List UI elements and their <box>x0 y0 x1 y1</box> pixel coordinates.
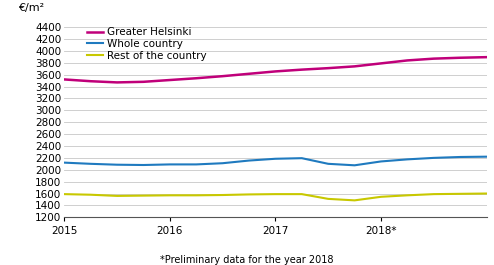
Rest of the country <box>220 193 226 197</box>
Rest of the country <box>193 194 199 197</box>
Rest of the country <box>61 193 67 196</box>
Rest of the country <box>457 192 463 195</box>
Greater Helsinki <box>405 59 411 62</box>
Greater Helsinki <box>61 78 67 81</box>
Rest of the country <box>431 193 437 196</box>
Greater Helsinki <box>193 77 199 80</box>
Text: *Preliminary data for the year 2018: *Preliminary data for the year 2018 <box>160 255 334 265</box>
Rest of the country <box>484 192 490 195</box>
Legend: Greater Helsinki, Whole country, Rest of the country: Greater Helsinki, Whole country, Rest of… <box>86 26 208 62</box>
Whole country <box>167 163 173 166</box>
Whole country <box>457 155 463 158</box>
Whole country <box>140 164 146 167</box>
Rest of the country <box>299 193 305 196</box>
Rest of the country <box>114 194 120 197</box>
Rest of the country <box>167 194 173 197</box>
Rest of the country <box>273 193 279 196</box>
Whole country <box>484 155 490 158</box>
Whole country <box>87 162 93 165</box>
Whole country <box>193 163 199 166</box>
Whole country <box>299 157 305 160</box>
Greater Helsinki <box>352 65 358 68</box>
Rest of the country <box>246 193 252 196</box>
Text: €/m²: €/m² <box>18 3 44 13</box>
Line: Whole country: Whole country <box>64 157 487 165</box>
Greater Helsinki <box>246 72 252 75</box>
Greater Helsinki <box>140 80 146 83</box>
Rest of the country <box>352 199 358 202</box>
Rest of the country <box>325 197 331 200</box>
Whole country <box>431 156 437 160</box>
Greater Helsinki <box>220 74 226 78</box>
Line: Greater Helsinki: Greater Helsinki <box>64 57 487 82</box>
Greater Helsinki <box>167 78 173 82</box>
Rest of the country <box>405 194 411 197</box>
Whole country <box>405 158 411 161</box>
Greater Helsinki <box>325 67 331 70</box>
Rest of the country <box>378 195 384 198</box>
Whole country <box>273 157 279 160</box>
Greater Helsinki <box>431 57 437 60</box>
Greater Helsinki <box>114 81 120 84</box>
Rest of the country <box>87 193 93 196</box>
Whole country <box>61 161 67 164</box>
Line: Rest of the country: Rest of the country <box>64 193 487 200</box>
Rest of the country <box>140 194 146 197</box>
Greater Helsinki <box>457 56 463 59</box>
Greater Helsinki <box>87 80 93 83</box>
Whole country <box>325 162 331 165</box>
Greater Helsinki <box>484 56 490 59</box>
Whole country <box>352 164 358 167</box>
Whole country <box>114 163 120 166</box>
Whole country <box>220 162 226 165</box>
Greater Helsinki <box>273 70 279 73</box>
Whole country <box>246 159 252 162</box>
Whole country <box>378 160 384 163</box>
Greater Helsinki <box>378 62 384 65</box>
Greater Helsinki <box>299 68 305 71</box>
